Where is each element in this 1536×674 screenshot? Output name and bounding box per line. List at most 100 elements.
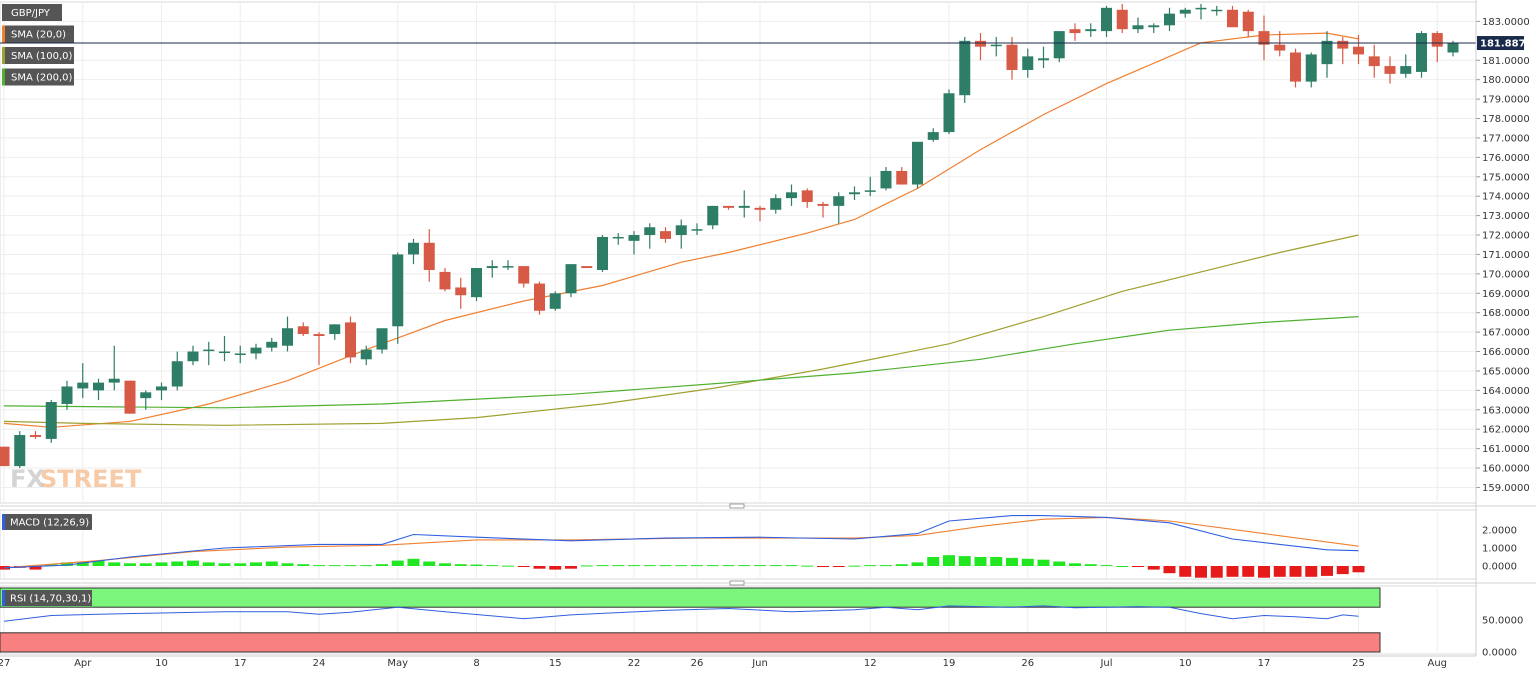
- candle: [345, 316, 356, 364]
- candle: [1321, 31, 1333, 78]
- macd-histogram-bar: [1305, 566, 1318, 577]
- y-tick-label: 165.0000: [1482, 366, 1530, 377]
- macd-histogram-bar: [1321, 566, 1333, 576]
- macd-histogram-bar: [171, 561, 184, 566]
- candle: [1416, 31, 1427, 78]
- candle: [518, 266, 530, 288]
- candle-body: [1384, 66, 1396, 74]
- candle: [660, 227, 671, 243]
- candle: [1400, 54, 1412, 78]
- current-price-line: 181.8870: [0, 36, 1533, 51]
- macd-pane-frame: [0, 509, 1477, 580]
- candle: [360, 345, 372, 366]
- y-tick-label: 178.0000: [1482, 114, 1530, 125]
- candle: [597, 235, 608, 272]
- candle-body: [1353, 46, 1364, 55]
- candle: [723, 205, 734, 210]
- candle: [423, 229, 435, 282]
- candle: [849, 186, 860, 201]
- pane-resize-handle[interactable]: [0, 503, 1536, 509]
- candle: [880, 167, 892, 191]
- candle: [1290, 48, 1301, 88]
- y-tick-label: 163.0000: [1482, 405, 1530, 416]
- y-tick-label: 171.0000: [1482, 250, 1530, 261]
- candle-body: [1022, 56, 1034, 70]
- legend-item-swatch: [2, 25, 5, 43]
- candle-body: [660, 231, 671, 239]
- x-tick-label: 22: [628, 658, 641, 669]
- candle: [203, 341, 215, 366]
- rsi-line: [3, 605, 1359, 622]
- candle-body: [1195, 7, 1207, 10]
- legend[interactable]: GBP/JPY SMA (20,0) SMA (100,0) SMA (200,0): [2, 4, 74, 86]
- legend-item-bg: [2, 4, 62, 21]
- candle-body: [502, 266, 514, 268]
- candle-body: [518, 266, 530, 284]
- candle-body: [1337, 40, 1349, 49]
- candle: [1006, 36, 1018, 80]
- macd-histogram-bar: [265, 561, 278, 566]
- candle: [219, 336, 230, 362]
- macd-histogram-bar: [297, 564, 310, 566]
- rsi-pane: RSI (14,70,30,1): [0, 587, 1381, 653]
- y-tick-label: 176.0000: [1482, 153, 1530, 164]
- watermark-fx: FX: [10, 465, 45, 493]
- macd-histogram-bar: [92, 560, 105, 566]
- candle-body: [1258, 31, 1270, 45]
- candle-body: [1447, 42, 1459, 53]
- legend-item[interactable]: SMA (100,0): [2, 47, 74, 64]
- candle: [14, 431, 26, 469]
- legend-item[interactable]: SMA (20,0): [2, 25, 74, 43]
- macd-histogram-bar: [234, 563, 247, 566]
- candle: [77, 363, 89, 399]
- macd-label-bg: [2, 514, 92, 530]
- macd-histogram-bar: [486, 565, 499, 567]
- candle: [959, 36, 971, 103]
- macd-histogram-bar: [769, 565, 782, 567]
- candle-body: [439, 271, 451, 290]
- macd-histogram-bar: [565, 566, 577, 569]
- candle: [896, 167, 908, 185]
- candle-body: [1116, 9, 1128, 30]
- x-tick-label: 25: [1352, 658, 1365, 669]
- macd-histogram-bar: [722, 565, 735, 567]
- candle-body: [203, 349, 215, 352]
- legend-item-label: SMA (20,0): [11, 30, 66, 41]
- macd-histogram-bar: [1116, 566, 1129, 567]
- candle: [1353, 35, 1364, 65]
- macd-histogram-bar: [470, 564, 483, 566]
- rsi-legend-label[interactable]: RSI (14,70,30,1): [2, 590, 92, 606]
- candle: [565, 264, 577, 298]
- macd-histogram-bar: [1006, 557, 1018, 566]
- candle-body: [1038, 58, 1049, 61]
- candle: [392, 252, 404, 344]
- candle-body: [1006, 44, 1018, 70]
- candle: [297, 322, 309, 336]
- candle: [912, 141, 923, 189]
- macd-histogram-bar: [202, 562, 215, 566]
- macd-histogram-bar: [1226, 566, 1239, 577]
- rsi-oversold-zone: [0, 632, 1381, 653]
- macd-histogram-bar: [675, 565, 688, 567]
- macd-legend-label[interactable]: MACD (12,26,9): [2, 514, 92, 530]
- x-tick-label: 12: [864, 658, 877, 669]
- pane-resize-handle[interactable]: [0, 580, 1536, 586]
- legend-item[interactable]: SMA (200,0): [2, 68, 74, 86]
- candle: [0, 446, 10, 467]
- macd-label-text: MACD (12,26,9): [10, 518, 89, 529]
- candle: [1085, 23, 1097, 37]
- y-tick-label: 173.0000: [1482, 211, 1530, 222]
- candle: [786, 184, 797, 206]
- x-tick-label: 15: [549, 658, 562, 669]
- macd-histogram-bar: [218, 563, 231, 566]
- candle-body: [187, 351, 199, 362]
- candle: [502, 260, 514, 270]
- candle-body: [30, 435, 41, 437]
- legend-item[interactable]: GBP/JPY: [2, 4, 62, 21]
- macd-histogram-bar: [927, 557, 940, 566]
- candle-body: [1148, 25, 1160, 28]
- candle-body: [1416, 33, 1427, 72]
- macd-histogram-bar: [864, 565, 877, 567]
- candle: [156, 382, 167, 401]
- macd-histogram-bar: [612, 565, 625, 567]
